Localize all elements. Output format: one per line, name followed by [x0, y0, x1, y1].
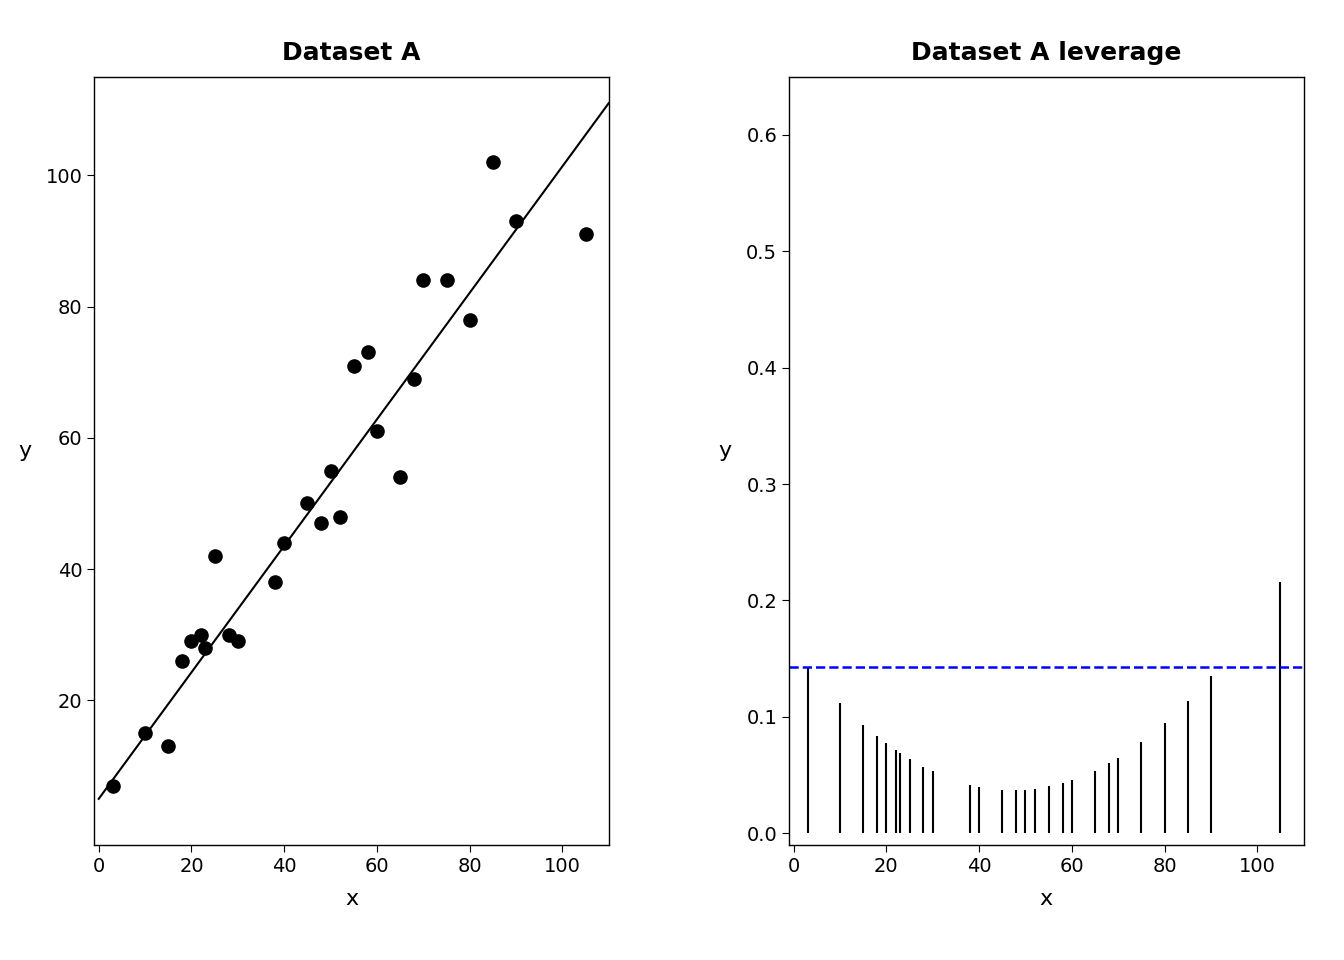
Point	[195, 640, 216, 656]
Title: Dataset A: Dataset A	[282, 41, 421, 65]
X-axis label: x: x	[1040, 890, 1052, 909]
Point	[320, 463, 341, 478]
Point	[204, 548, 226, 564]
Y-axis label: y: y	[719, 441, 732, 461]
Point	[157, 738, 179, 754]
Point	[180, 634, 202, 649]
Point	[413, 273, 434, 288]
Point	[575, 227, 597, 242]
Point	[458, 312, 480, 327]
Point	[227, 634, 249, 649]
Point	[435, 273, 457, 288]
Point	[172, 654, 194, 669]
Point	[390, 469, 411, 485]
Point	[218, 627, 239, 642]
Point	[482, 155, 504, 170]
Point	[366, 423, 387, 439]
Point	[403, 372, 425, 387]
Point	[265, 574, 286, 589]
Point	[134, 726, 156, 741]
Point	[358, 345, 379, 360]
Point	[273, 535, 294, 550]
X-axis label: x: x	[345, 890, 358, 909]
Point	[343, 358, 364, 373]
Y-axis label: y: y	[17, 441, 31, 461]
Point	[102, 778, 124, 793]
Point	[310, 516, 332, 531]
Point	[297, 495, 319, 511]
Point	[505, 213, 527, 228]
Point	[190, 627, 211, 642]
Point	[329, 509, 351, 524]
Title: Dataset A leverage: Dataset A leverage	[911, 41, 1181, 65]
